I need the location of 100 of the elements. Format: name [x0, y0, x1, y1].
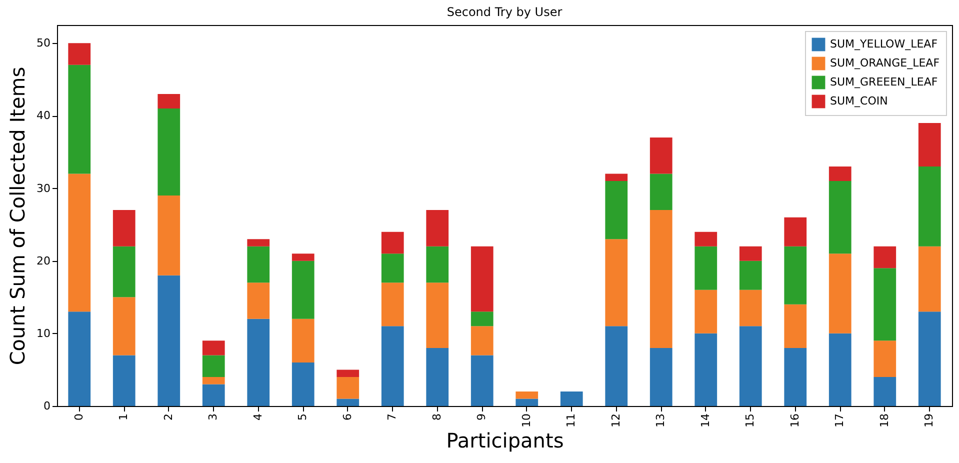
y-tick-label: 50 — [36, 36, 50, 50]
bar — [650, 348, 672, 406]
bar — [874, 246, 896, 268]
bar — [202, 384, 225, 406]
y-tick-label: 10 — [36, 326, 50, 340]
bar — [874, 268, 896, 341]
bar — [112, 355, 136, 406]
bar — [650, 210, 672, 348]
bar — [426, 246, 449, 283]
chart-title: Second Try by User — [446, 5, 562, 19]
bar — [158, 275, 180, 406]
bar — [605, 174, 628, 182]
bar — [426, 282, 449, 348]
bar — [694, 246, 718, 290]
bar — [784, 348, 807, 406]
bar — [381, 232, 404, 254]
bar — [68, 312, 91, 406]
bar — [874, 376, 896, 406]
bar — [918, 122, 941, 167]
bar — [336, 370, 360, 377]
x-tick-label: 9 — [475, 414, 488, 420]
bar — [336, 376, 360, 399]
bar — [918, 166, 941, 246]
bar — [68, 64, 91, 174]
bar — [784, 246, 807, 304]
bar — [158, 108, 180, 196]
bar — [516, 391, 538, 399]
bar — [828, 181, 852, 254]
bar — [470, 326, 494, 356]
bar — [874, 340, 896, 377]
bar — [694, 290, 718, 334]
bar — [828, 254, 852, 334]
x-tick-label: 15 — [744, 414, 757, 428]
bar — [68, 43, 91, 65]
bar — [336, 398, 360, 406]
legend-label: SUM_GREEEN_LEAF — [830, 76, 938, 88]
x-tick-label: 17 — [833, 414, 846, 428]
x-tick-label: 5 — [296, 414, 310, 420]
bar — [739, 260, 762, 290]
bar — [650, 137, 672, 174]
bar — [560, 391, 583, 406]
x-tick-label: 1 — [117, 414, 130, 420]
bar — [381, 282, 404, 326]
bar — [292, 260, 314, 319]
y-tick-label: 20 — [36, 254, 50, 268]
bar — [112, 210, 136, 246]
bar — [426, 348, 449, 406]
bar — [739, 246, 762, 261]
bar — [650, 174, 672, 210]
bar — [381, 254, 404, 283]
bar — [202, 340, 225, 356]
x-tick-label: 14 — [698, 414, 712, 428]
bar — [918, 246, 941, 312]
x-tick-label: 7 — [386, 414, 399, 420]
x-tick-label: 4 — [251, 414, 264, 420]
bar — [605, 239, 628, 326]
y-tick-label: 30 — [36, 182, 50, 195]
bar — [247, 318, 270, 406]
legend-label: SUM_YELLOW_LEAF — [830, 38, 938, 50]
bar — [68, 174, 91, 312]
bar — [470, 312, 494, 326]
x-tick-label: 8 — [430, 414, 444, 420]
bar — [247, 282, 270, 319]
bar — [112, 246, 136, 298]
x-tick-label: 11 — [564, 414, 578, 428]
x-tick-label: 13 — [654, 414, 668, 428]
x-tick-label: 3 — [206, 414, 220, 420]
legend-label: SUM_COIN — [830, 94, 888, 108]
bar — [112, 297, 136, 356]
bar — [605, 326, 628, 406]
bar — [739, 326, 762, 406]
bar — [516, 398, 538, 406]
bar — [784, 217, 807, 246]
x-tick-label: 12 — [609, 414, 622, 428]
bar — [202, 376, 225, 384]
bar — [292, 318, 314, 362]
bar — [158, 94, 180, 108]
bar — [828, 333, 852, 406]
bar — [828, 166, 852, 182]
x-axis-title: Participants — [446, 428, 564, 452]
bar — [292, 254, 314, 261]
bar — [918, 312, 941, 406]
bar — [739, 290, 762, 326]
bar — [784, 304, 807, 348]
x-tick-label: 2 — [162, 414, 175, 420]
x-tick-label: 19 — [922, 414, 936, 428]
x-tick-label: 10 — [520, 414, 533, 428]
y-tick-label: 40 — [36, 109, 50, 122]
bar — [381, 326, 404, 406]
bar — [292, 362, 314, 406]
bar — [605, 181, 628, 240]
bar — [694, 333, 718, 406]
bar — [158, 196, 180, 276]
bar — [694, 232, 718, 246]
y-tick-label: 0 — [44, 400, 50, 412]
x-tick-label: 6 — [340, 414, 354, 420]
bar — [247, 239, 270, 246]
bar — [426, 210, 449, 246]
x-tick-label: 18 — [878, 414, 891, 428]
legend-label: SUM_ORANGE_LEAF — [830, 56, 940, 70]
